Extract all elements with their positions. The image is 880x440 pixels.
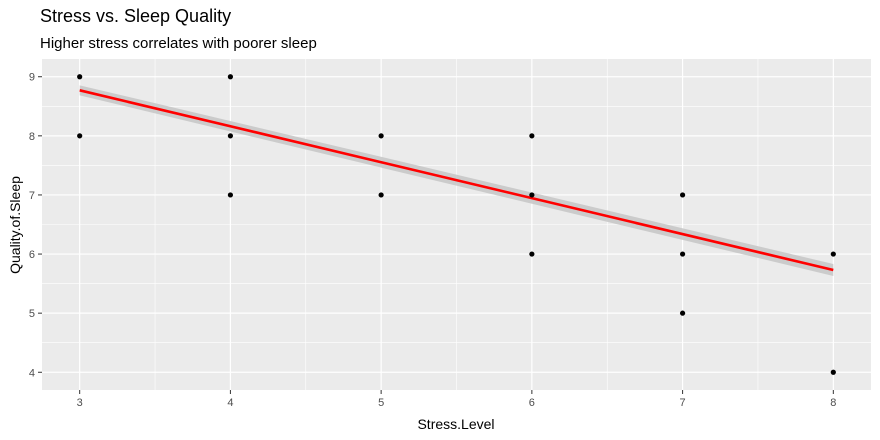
data-point	[679, 310, 686, 316]
data-point	[378, 133, 384, 139]
trend-line-path	[79, 89, 834, 272]
y-tick-label: 9	[29, 72, 35, 84]
x-axis-title: Stress.Level	[417, 416, 494, 432]
y-tick-label: 4	[29, 367, 35, 379]
x-axis-ticks: 3 4 5 6 7 8	[77, 390, 836, 409]
data-point	[830, 369, 836, 375]
x-tick-label: 5	[378, 397, 384, 409]
y-tick-label: 7	[29, 190, 35, 202]
data-point	[679, 251, 686, 257]
data-point	[77, 133, 83, 139]
chart-title: Stress vs. Sleep Quality	[40, 6, 232, 26]
data-point	[227, 192, 234, 198]
data-point	[830, 251, 836, 257]
y-axis-title: Quality.of.Sleep	[7, 176, 23, 274]
data-point	[227, 133, 234, 139]
trend-line	[79, 89, 834, 272]
data-point	[679, 192, 686, 198]
y-tick-label: 8	[29, 131, 35, 143]
data-point	[529, 192, 535, 198]
data-point	[77, 74, 83, 80]
data-point	[378, 192, 384, 198]
data-point	[529, 133, 535, 139]
x-tick-label: 8	[830, 397, 836, 409]
data-points	[77, 74, 836, 375]
y-tick-label: 5	[29, 308, 35, 320]
minor-gridlines	[42, 59, 871, 390]
x-tick-label: 7	[680, 397, 686, 409]
y-axis-ticks: 4 5 6 7 8 9	[29, 72, 42, 379]
x-tick-label: 4	[227, 397, 233, 409]
y-tick-label: 6	[29, 249, 35, 261]
x-tick-label: 6	[529, 397, 535, 409]
major-gridlines	[42, 59, 871, 390]
x-tick-label: 3	[77, 397, 83, 409]
data-point	[529, 251, 535, 257]
chart-subtitle: Higher stress correlates with poorer sle…	[40, 35, 317, 52]
data-point	[227, 74, 234, 80]
